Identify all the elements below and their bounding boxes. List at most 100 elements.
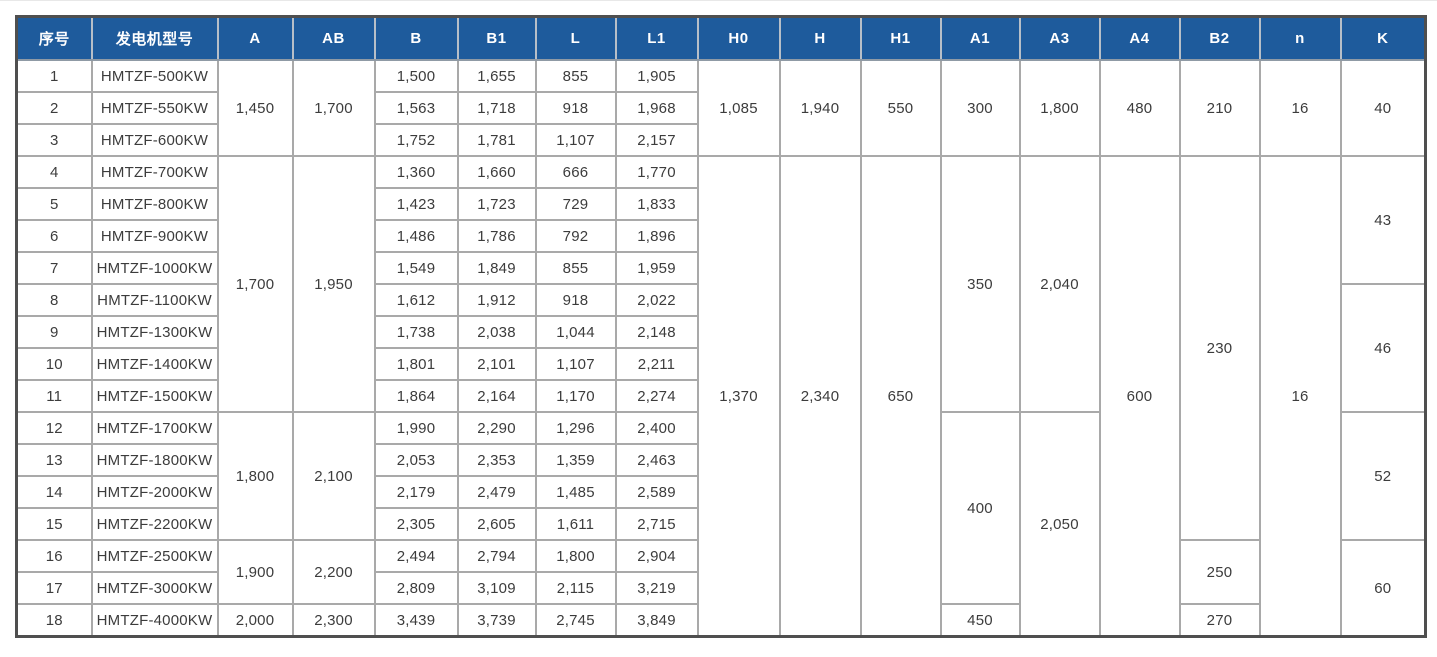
- table-cell: 2,305: [373, 507, 459, 541]
- table-cell: 2,050: [1018, 411, 1101, 638]
- table-cell: 2,148: [614, 315, 699, 349]
- table-cell: 3,439: [373, 603, 459, 638]
- table-row-10: 10 HMTZF-1400KW 1,801 2,101 1,107 2,211: [15, 347, 1426, 381]
- table-cell: 918: [534, 283, 617, 317]
- table-cell: 46: [1339, 283, 1427, 413]
- table-cell: 3,849: [614, 603, 699, 638]
- table-cell: 230: [1178, 155, 1261, 541]
- table-row-4: 4 HMTZF-700KW 1,700 1,950 1,360 1,660 666 1,770…: [15, 155, 1427, 638]
- table-row-9: 9 HMTZF-1300KW 1,738 2,038 1,044 2,148: [15, 315, 1426, 349]
- table-row-1: 1 HMTZF-500KW 1,450 1,700 1,500 1,655 855 1,905…: [15, 59, 1427, 157]
- table-cell: 1,085: [696, 59, 781, 157]
- table-cell: 1,485: [534, 475, 617, 509]
- table-cell: 2,589: [614, 475, 699, 509]
- table-cell: HMTZF-1300KW: [90, 315, 219, 349]
- table-cell: 3,739: [456, 603, 537, 638]
- table-cell: 6: [15, 219, 93, 253]
- column-header-A: A: [217, 16, 294, 61]
- table-cell: 16: [15, 539, 93, 573]
- table-cell: 17: [15, 571, 93, 605]
- table-cell: 40: [1339, 59, 1427, 157]
- table-cell: 729: [534, 187, 617, 221]
- table-body: 1 HMTZF-500KW 1,450 1,700 1,500 1,655 855 1,905…: [15, 59, 1427, 638]
- table-cell: 7: [15, 251, 93, 285]
- table-cell: 1,752: [373, 123, 459, 157]
- table-cell: 1,800: [216, 411, 294, 541]
- table-cell: 600: [1098, 155, 1181, 638]
- table-cell: 1,359: [534, 443, 617, 477]
- table-cell: 2,605: [456, 507, 537, 541]
- table-row-13: 13 HMTZF-1800KW 2,053 2,353 1,359 2,463: [15, 443, 1426, 477]
- table-cell: 3: [15, 123, 93, 157]
- column-header-A1: A1: [940, 16, 1021, 61]
- table-row-3: 3 HMTZF-600KW 1,752 1,781 1,107 2,157: [15, 123, 1426, 157]
- table-cell: HMTZF-4000KW: [90, 603, 219, 638]
- table-cell: 918: [534, 91, 617, 125]
- table-cell: HMTZF-1700KW: [90, 411, 219, 445]
- table-row-7: 7 HMTZF-1000KW 1,549 1,849 855 1,959: [15, 251, 1426, 285]
- column-header-H0: H0: [697, 16, 781, 61]
- table-cell: 250: [1178, 539, 1261, 605]
- table-row-16: 16 HMTZF-2500KW 1,900 2,200 2,494 2,794 1,800 2…: [15, 539, 1427, 638]
- table-cell: 2,200: [291, 539, 376, 605]
- column-header-H1: H1: [860, 16, 942, 61]
- column-header-L: L: [535, 16, 617, 61]
- table-cell: 300: [939, 59, 1021, 157]
- table-cell: 1,801: [373, 347, 459, 381]
- table-cell: HMTZF-700KW: [90, 155, 219, 189]
- table-cell: 2,715: [614, 507, 699, 541]
- table-cell: 2,353: [456, 443, 537, 477]
- table-cell: 2,000: [216, 603, 294, 638]
- table-cell: 2,022: [614, 283, 699, 317]
- table-cell: 10: [15, 347, 93, 381]
- table-row-14: 14 HMTZF-2000KW 2,179 2,479 1,485 2,589: [15, 475, 1426, 509]
- table-cell: 2,340: [778, 155, 862, 638]
- table-cell: 2,794: [456, 539, 537, 573]
- column-header-H: H: [779, 16, 862, 61]
- table-cell: 1,968: [614, 91, 699, 125]
- table-cell: 1,486: [373, 219, 459, 253]
- table-cell: 8: [15, 283, 93, 317]
- table-cell: HMTZF-500KW: [90, 59, 219, 93]
- table-cell: 270: [1178, 603, 1261, 638]
- table-row-17: 17 HMTZF-3000KW 2,809 3,109 2,115 3,219: [15, 571, 1426, 605]
- table-cell: 2,463: [614, 443, 699, 477]
- column-header-发电机型号: 发电机型号: [91, 16, 219, 61]
- table-cell: 1,044: [534, 315, 617, 349]
- table-cell: 5: [15, 187, 93, 221]
- table-cell: 2,479: [456, 475, 537, 509]
- table-cell: HMTZF-1400KW: [90, 347, 219, 381]
- table-cell: 1,959: [614, 251, 699, 285]
- table-cell: 1,370: [696, 155, 781, 638]
- table-row-11: 11 HMTZF-1500KW 1,864 2,164 1,170 2,274: [15, 379, 1426, 413]
- table-cell: 1,900: [216, 539, 294, 605]
- table-cell: 400: [939, 411, 1021, 605]
- table-cell: 52: [1339, 411, 1427, 541]
- table-row-2: 2 HMTZF-550KW 1,563 1,718 918 1,968: [15, 91, 1426, 125]
- table-cell: HMTZF-1100KW: [90, 283, 219, 317]
- column-header-A4: A4: [1099, 16, 1181, 61]
- table-cell: 1,296: [534, 411, 617, 445]
- column-header-L1: L1: [615, 16, 699, 61]
- table-cell: 1,864: [373, 379, 459, 413]
- table-cell: 16: [1258, 59, 1342, 157]
- table-cell: 1,912: [456, 283, 537, 317]
- table-row-15: 15 HMTZF-2200KW 2,305 2,605 1,611 2,715: [15, 507, 1426, 541]
- table-cell: 60: [1339, 539, 1427, 638]
- generator-dimension-spec-table: 序号 发电机型号 A AB B B1 L L1 H0 H H1 A1 A3 A4 B2 n K 1 HMTZF-5…: [15, 15, 1427, 638]
- table-cell: 2,101: [456, 347, 537, 381]
- table-cell: 650: [859, 155, 942, 638]
- table-cell: 1,833: [614, 187, 699, 221]
- table-cell: HMTZF-800KW: [90, 187, 219, 221]
- table-cell: HMTZF-1500KW: [90, 379, 219, 413]
- table-cell: 14: [15, 475, 93, 509]
- table-cell: 1,770: [614, 155, 699, 189]
- column-header-序号: 序号: [16, 16, 93, 61]
- table-cell: 1,700: [216, 155, 294, 413]
- table-cell: 2,904: [614, 539, 699, 573]
- table-cell: HMTZF-600KW: [90, 123, 219, 157]
- table-row-8: 8 HMTZF-1100KW 1,612 1,912 918 2,022 46: [15, 283, 1427, 413]
- table-cell: 1,660: [456, 155, 537, 189]
- table-cell: 2,290: [456, 411, 537, 445]
- table-cell: 792: [534, 219, 617, 253]
